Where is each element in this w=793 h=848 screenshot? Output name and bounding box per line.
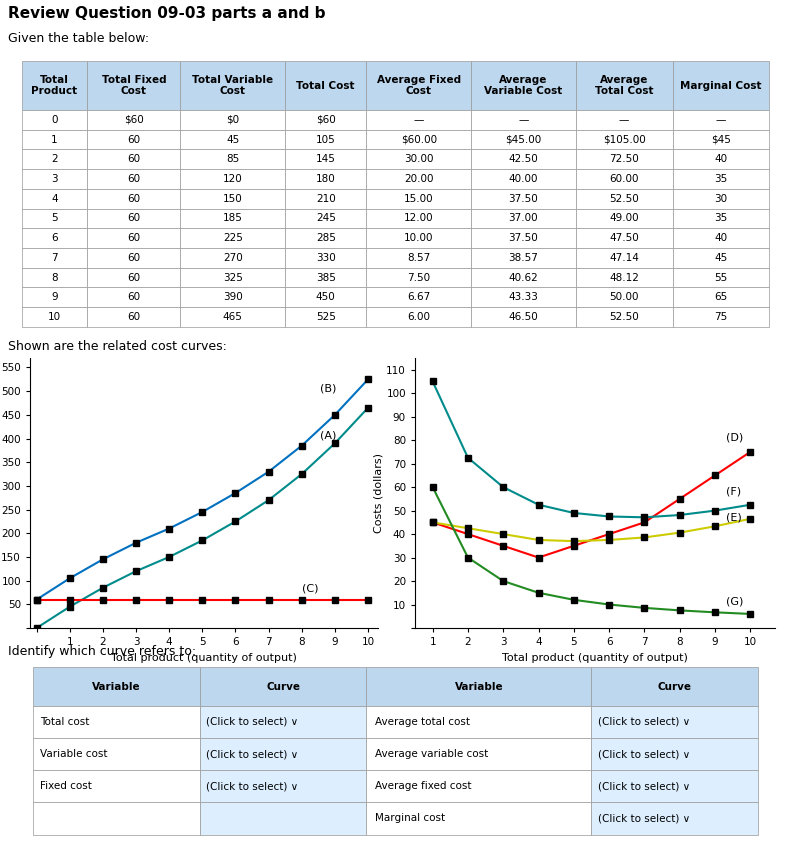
- Text: (A): (A): [320, 431, 336, 440]
- Text: Identify which curve refers to:: Identify which curve refers to:: [8, 644, 196, 657]
- Y-axis label: Costs (dollars): Costs (dollars): [374, 453, 384, 533]
- X-axis label: Total product (quantity of output): Total product (quantity of output): [111, 653, 297, 662]
- Text: (B): (B): [320, 383, 336, 393]
- Text: Review Question 09-03 parts a and b: Review Question 09-03 parts a and b: [8, 7, 325, 21]
- Text: (D): (D): [726, 432, 743, 442]
- Text: (F): (F): [726, 486, 741, 496]
- Text: Shown are the related cost curves:: Shown are the related cost curves:: [8, 341, 227, 354]
- Text: (E): (E): [726, 512, 741, 522]
- Text: (C): (C): [302, 583, 318, 593]
- X-axis label: Total product (quantity of output): Total product (quantity of output): [502, 653, 688, 662]
- Text: Given the table below:: Given the table below:: [8, 32, 149, 45]
- Text: (G): (G): [726, 596, 743, 606]
